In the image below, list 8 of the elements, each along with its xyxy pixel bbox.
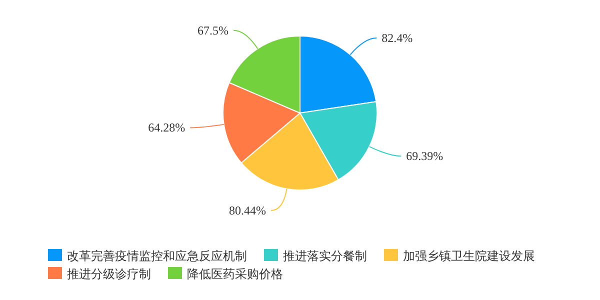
legend-label: 推进落实分餐制 bbox=[283, 249, 367, 263]
data-label: 67.5% bbox=[198, 23, 229, 38]
legend-label: 降低医药采购价格 bbox=[187, 267, 283, 281]
data-label: 64.28% bbox=[148, 120, 186, 135]
data-label: 82.4% bbox=[382, 30, 413, 45]
data-label: 80.44% bbox=[228, 204, 266, 218]
legend-label: 推进分级诊疗制 bbox=[67, 267, 151, 281]
data-label: 69.39% bbox=[406, 149, 444, 164]
